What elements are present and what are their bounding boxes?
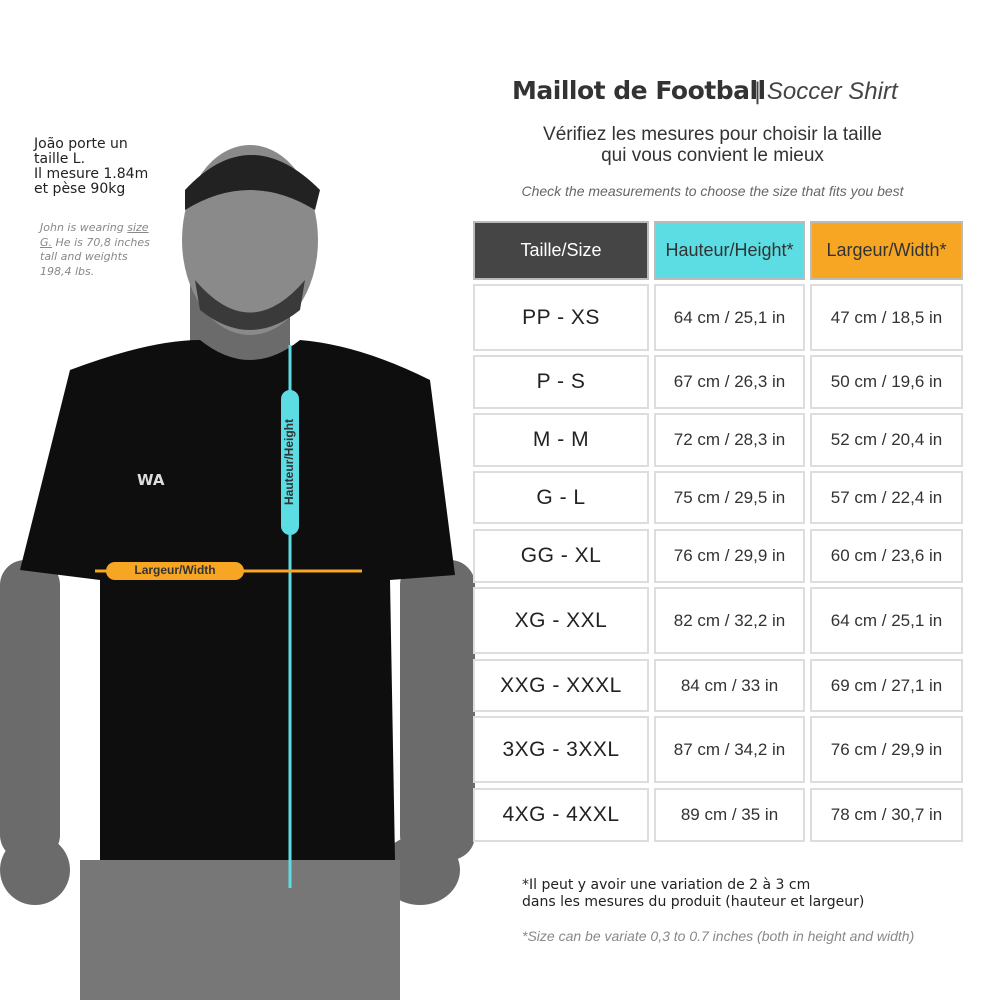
column-header: Largeur/Width* [810, 221, 963, 280]
measurement-cell: 47 cm / 18,5 in [810, 284, 963, 351]
measurement-cell: 60 cm / 23,6 in [810, 529, 963, 583]
width-label: Largeur/Width [134, 563, 216, 577]
subtitle-fr: Vérifiez les mesures pour choisir la tai… [470, 124, 955, 166]
shirt [20, 340, 455, 860]
page-title: Maillot de Football [512, 76, 766, 105]
size-cell: 3XG - 3XXL [473, 716, 649, 783]
left-arm [0, 560, 60, 860]
jeans [80, 860, 400, 1000]
measurement-cell: 64 cm / 25,1 in [810, 587, 963, 654]
size-cell: M - M [473, 413, 649, 467]
note-line: et pèse 90kg [34, 181, 126, 197]
footnote-line: dans les mesures du produit (hauteur et … [522, 894, 865, 910]
column-header: Taille/Size [473, 221, 649, 280]
measurement-cell: 84 cm / 33 in [654, 659, 805, 712]
note-line: Il mesure 1.84m [34, 166, 149, 182]
note-text: He is 70,8 inches tall and weights 198,4… [40, 235, 150, 278]
note-text: John is wearing [40, 221, 128, 234]
height-label: Hauteur/Height [282, 419, 296, 506]
footnote-fr: *Il peut y avoir une variation de 2 à 3 … [522, 877, 864, 911]
column-header: Hauteur/Height* [654, 221, 805, 280]
measurement-cell: 89 cm / 35 in [654, 788, 805, 842]
measurement-cell: 52 cm / 20,4 in [810, 413, 963, 467]
measurement-cell: 67 cm / 26,3 in [654, 355, 805, 409]
size-cell: 4XG - 4XXL [473, 788, 649, 842]
shirt-logo: WA [137, 471, 165, 489]
measurement-cell: 87 cm / 34,2 in [654, 716, 805, 783]
size-cell: PP - XS [473, 284, 649, 351]
footnote-en: *Size can be variate 0,3 to 0.7 inches (… [522, 928, 915, 944]
measurement-cell: 69 cm / 27,1 in [810, 659, 963, 712]
measurement-cell: 76 cm / 29,9 in [810, 716, 963, 783]
subtitle-en: Check the measurements to choose the siz… [521, 183, 904, 199]
measurement-cell: 75 cm / 29,5 in [654, 471, 805, 524]
size-cell: XG - XXL [473, 587, 649, 654]
measurement-cell: 50 cm / 19,6 in [810, 355, 963, 409]
subtitle-line: qui vous convient le mieux [601, 145, 824, 166]
right-arm [400, 560, 475, 860]
measurement-cell: 72 cm / 28,3 in [654, 413, 805, 467]
page-title-en: | Soccer Shirt [754, 78, 898, 105]
size-cell: XXG - XXXL [473, 659, 649, 712]
measurement-cell: 76 cm / 29,9 in [654, 529, 805, 583]
measurement-cell: 78 cm / 30,7 in [810, 788, 963, 842]
measurement-cell: 82 cm / 32,2 in [654, 587, 805, 654]
size-cell: G - L [473, 471, 649, 524]
note-line: João porte un [34, 136, 128, 152]
model-note-fr: João porte un taille L. Il mesure 1.84m … [34, 137, 148, 197]
model-note-en: John is wearing size G. He is 70,8 inche… [40, 221, 150, 279]
measurement-cell: 64 cm / 25,1 in [654, 284, 805, 351]
model-photo: WA [0, 145, 475, 1000]
subtitle-line: Vérifiez les mesures pour choisir la tai… [543, 124, 882, 145]
footnote-line: *Il peut y avoir une variation de 2 à 3 … [522, 877, 811, 893]
measurement-cell: 57 cm / 22,4 in [810, 471, 963, 524]
size-cell: P - S [473, 355, 649, 409]
size-cell: GG - XL [473, 529, 649, 583]
note-line: taille L. [34, 151, 86, 167]
note-size: size G. [40, 221, 149, 249]
